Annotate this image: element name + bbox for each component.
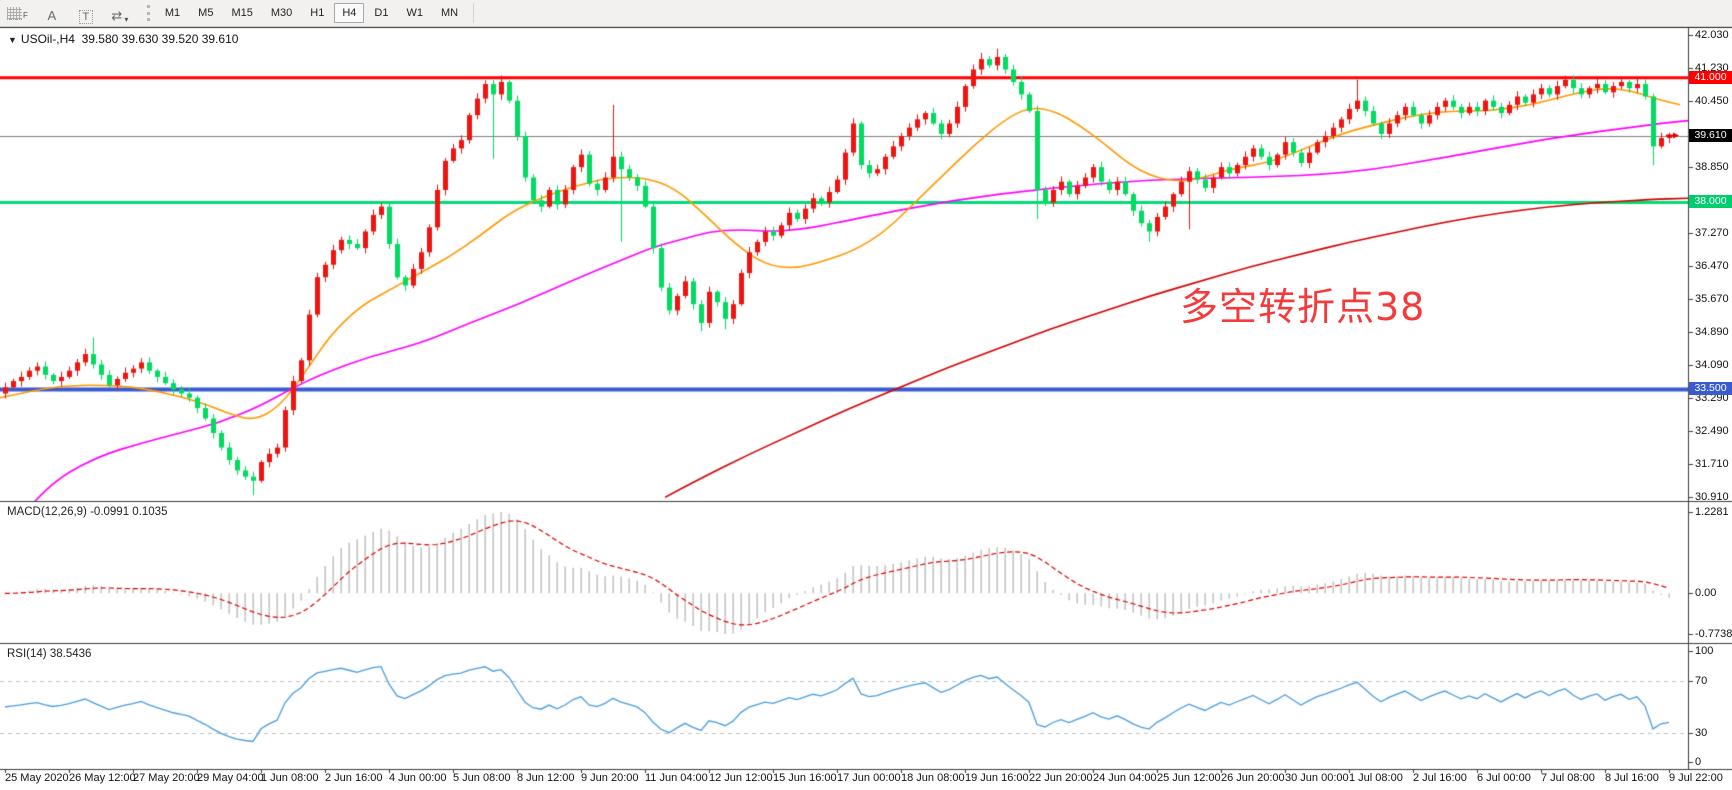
grid-icon [7, 7, 22, 20]
macd-current-values: -0.0991 0.1035 [90, 506, 168, 518]
rsi-tick-label: 100 [1695, 645, 1714, 657]
time-tick-label: 15 Jun 16:00 [773, 772, 837, 784]
rsi-tick-label: 0 [1695, 756, 1702, 768]
time-tick-label: 22 Jun 20:00 [1029, 772, 1093, 784]
grid-properties-tool[interactable]: F [4, 2, 31, 20]
text-label-tool-icon: A [47, 8, 57, 23]
time-tick-label: 30 Jun 00:00 [1285, 772, 1349, 784]
price-tick-label: 38.850 [1695, 161, 1729, 173]
time-tick-label: 18 Jun 08:00 [901, 772, 965, 784]
price-tick-label: 33.290 [1695, 392, 1729, 404]
rsi-tick-label: 70 [1695, 675, 1708, 687]
timeframe-button-m1[interactable]: M1 [164, 7, 181, 19]
time-tick-label: 8 Jul 16:00 [1605, 772, 1659, 784]
text-box-icon: T [78, 10, 94, 24]
rsi-name: RSI(14) [7, 648, 47, 660]
toolbar: F A T ⇄ ▾ M1 M5 M15 M30 H1 H4 D1 W1 MN [0, 0, 1732, 27]
timeframe-button-h4[interactable]: H4 [334, 3, 365, 23]
price-tick-label: 37.270 [1695, 227, 1729, 239]
chinese-annotation-text: 多空转折点38 [1180, 285, 1426, 329]
text-box-tool[interactable]: T [73, 6, 99, 24]
timeframe-button-m30[interactable]: M30 [270, 7, 293, 19]
time-tick-label: 4 Jun 00:00 [389, 772, 447, 784]
time-tick-label: 27 May 20:00 [133, 772, 200, 784]
macd-tick-label: -0.7738 [1695, 628, 1732, 640]
time-tick-label: 11 Jun 04:00 [645, 772, 708, 784]
timeframe-button-mn[interactable]: MN [440, 7, 459, 19]
time-tick-label: 26 Jun 20:00 [1221, 772, 1285, 784]
macd-indicator-label: MACD(12,26,9) -0.0991 0.1035 [7, 506, 167, 518]
quote-ohlc-values: 39.580 39.630 39.520 39.610 [81, 32, 239, 46]
toolbar-separator [473, 3, 475, 23]
symbol-dropdown-icon[interactable]: ▼ [8, 35, 17, 45]
timeframe-button-h1[interactable]: H1 [310, 7, 325, 19]
price-tick-label: 42.030 [1695, 29, 1729, 41]
price-level-box-39.610: 39.610 [1689, 129, 1732, 142]
toolbar-tools-group: F A T ⇄ ▾ [0, 2, 137, 24]
symbol-period-label: USOil-,H4 [20, 32, 75, 46]
macd-name: MACD(12,26,9) [7, 506, 87, 518]
macd-tick-label: 0.00 [1695, 587, 1717, 599]
time-tick-label: 9 Jul 22:00 [1669, 772, 1723, 784]
time-tick-label: 26 May 12:00 [69, 772, 136, 784]
timeframe-toolbar: M1 M5 M15 M30 H1 H4 D1 W1 MN [156, 3, 467, 23]
rsi-current-value: 38.5436 [49, 648, 92, 660]
timeframe-button-m15[interactable]: M15 [231, 7, 253, 19]
price-tick-label: 34.090 [1695, 359, 1729, 371]
time-tick-label: 25 Jun 12:00 [1157, 772, 1221, 784]
cursor-arrows-tool[interactable]: ⇄ ▾ [107, 6, 133, 24]
price-tick-label: 36.470 [1695, 260, 1729, 272]
timeframe-button-w1[interactable]: W1 [406, 7, 423, 19]
time-tick-label: 2 Jun 16:00 [325, 772, 383, 784]
price-tick-label: 40.450 [1695, 95, 1729, 107]
text-label-tool[interactable]: A [39, 5, 65, 23]
price-tick-label: 34.890 [1695, 326, 1729, 338]
time-tick-label: 29 May 04:00 [197, 772, 264, 784]
time-tick-label: 19 Jun 16:00 [965, 772, 1029, 784]
cursor-arrows-tool-icon: ⇄ [111, 8, 123, 23]
toolbar-drag-handle[interactable] [146, 5, 150, 21]
timeframe-button-d1[interactable]: D1 [374, 7, 389, 19]
price-tick-label: 35.670 [1695, 293, 1729, 305]
time-tick-label: 5 Jun 08:00 [453, 772, 511, 784]
price-tick-label: 30.910 [1695, 491, 1729, 503]
rsi-indicator-label: RSI(14) 38.5436 [7, 648, 91, 660]
price-level-box-41.000: 41.000 [1689, 71, 1732, 84]
time-tick-label: 9 Jun 20:00 [581, 772, 639, 784]
time-tick-label: 7 Jul 08:00 [1541, 772, 1595, 784]
time-tick-label: 25 May 2020 [5, 772, 69, 784]
rsi-tick-label: 30 [1695, 727, 1708, 739]
price-level-box-38.000: 38.000 [1689, 195, 1732, 208]
time-tick-label: 1 Jul 08:00 [1349, 772, 1403, 784]
dropdown-caret-icon[interactable]: ▾ [124, 15, 129, 24]
price-level-box-33.500: 33.500 [1689, 382, 1732, 395]
price-tick-label: 31.710 [1695, 458, 1729, 470]
time-tick-label: 12 Jun 12:00 [709, 772, 773, 784]
quote-line[interactable]: ▼ USOil-,H4 39.580 39.630 39.520 39.610 [8, 32, 238, 46]
timeframe-button-m5[interactable]: M5 [198, 7, 214, 19]
price-tick-label: 32.490 [1695, 425, 1729, 437]
time-tick-label: 24 Jun 04:00 [1093, 772, 1157, 784]
time-tick-label: 2 Jul 16:00 [1413, 772, 1467, 784]
time-tick-label: 1 Jun 08:00 [261, 772, 319, 784]
time-tick-label: 8 Jun 12:00 [517, 772, 575, 784]
time-tick-label: 6 Jul 00:00 [1477, 772, 1531, 784]
time-tick-label: 17 Jun 00:00 [837, 772, 901, 784]
macd-tick-label: 1.2281 [1695, 506, 1729, 518]
